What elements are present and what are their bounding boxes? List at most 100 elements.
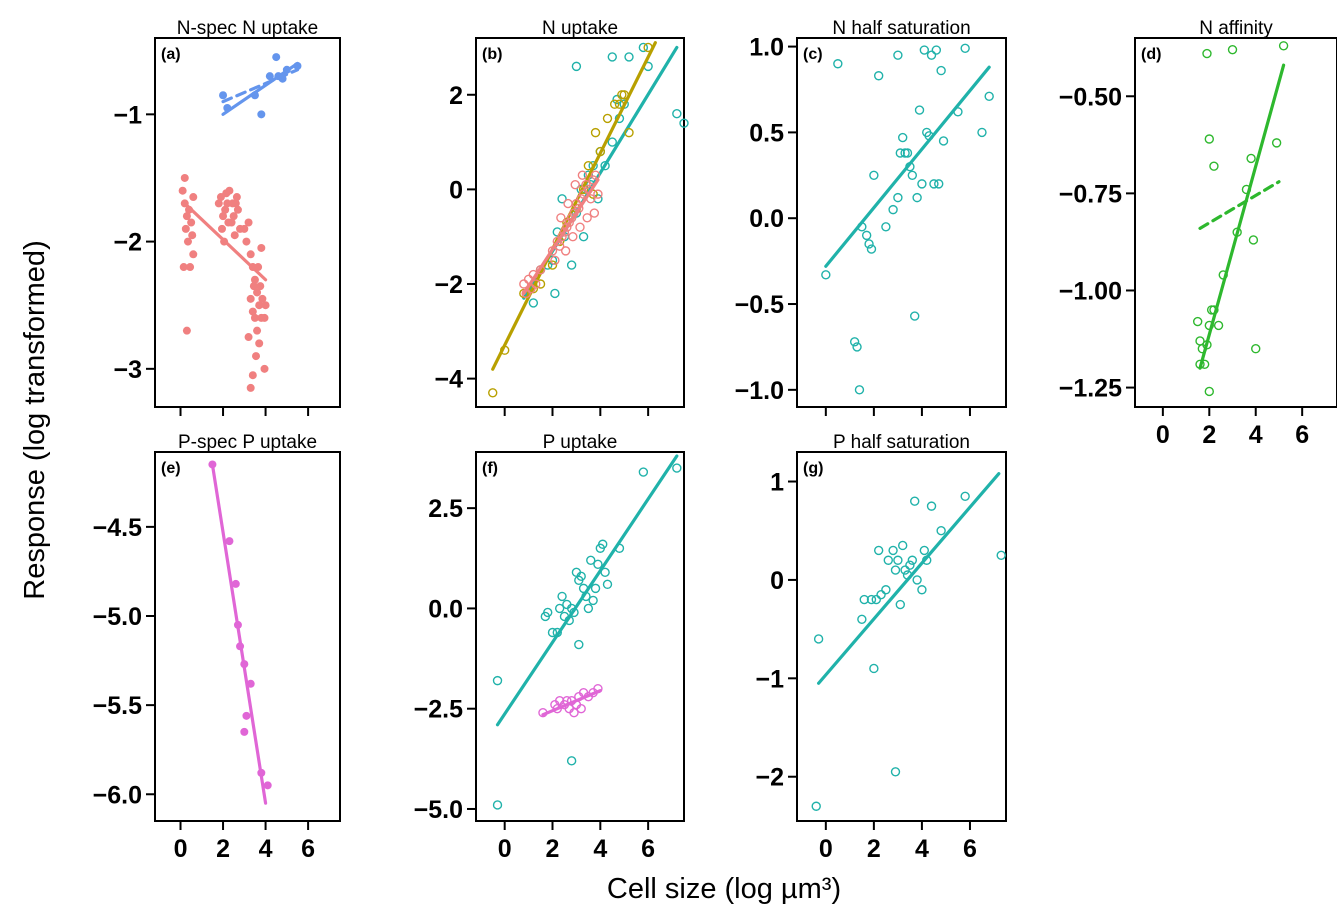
panel-d-xtick-label: 6 bbox=[1295, 421, 1309, 449]
data-point bbox=[258, 294, 267, 303]
data-point bbox=[907, 555, 918, 565]
data-point bbox=[852, 342, 862, 352]
data-point bbox=[230, 231, 239, 240]
data-point bbox=[250, 275, 259, 284]
panel-g-xtick-label: 0 bbox=[819, 835, 833, 863]
data-point bbox=[178, 186, 187, 195]
data-point bbox=[890, 767, 901, 777]
data-point bbox=[907, 170, 918, 181]
data-point bbox=[833, 59, 843, 69]
data-point bbox=[488, 388, 498, 398]
panel-f-series-magenta bbox=[538, 683, 603, 718]
panel-d-frame bbox=[1134, 37, 1337, 408]
panel-a-ytick-label: −1 bbox=[113, 101, 142, 129]
data-point bbox=[811, 801, 821, 811]
data-point bbox=[180, 173, 189, 182]
data-point bbox=[246, 250, 255, 259]
data-point bbox=[246, 383, 255, 392]
panel-e-xtick-label: 4 bbox=[259, 835, 273, 863]
data-point bbox=[1192, 316, 1203, 327]
panel-b-letter: (b) bbox=[482, 46, 502, 63]
data-point bbox=[598, 539, 608, 549]
data-point bbox=[183, 237, 192, 246]
data-point bbox=[574, 203, 584, 214]
data-point bbox=[609, 99, 620, 109]
panel-f-letter: (f) bbox=[482, 460, 498, 477]
panel-a-series-salmon bbox=[178, 173, 270, 392]
data-point bbox=[222, 189, 231, 198]
fit-line bbox=[522, 178, 600, 296]
panel-f-ytick-label: −5.0 bbox=[414, 796, 463, 824]
data-point bbox=[638, 467, 649, 477]
data-point bbox=[602, 579, 613, 590]
fit-line bbox=[495, 454, 679, 727]
panel-d-ytick-label: −0.75 bbox=[1059, 180, 1122, 208]
panel-d-ytick-label: −1.00 bbox=[1059, 277, 1122, 305]
data-point bbox=[902, 148, 913, 158]
data-point bbox=[929, 179, 939, 189]
data-point bbox=[583, 603, 594, 614]
panel-c-letter: (c) bbox=[803, 46, 823, 63]
panel-e-ytick-label: −5.0 bbox=[93, 603, 142, 631]
data-point bbox=[1213, 320, 1224, 331]
data-point bbox=[936, 65, 946, 76]
panel-f-xtick-label: 6 bbox=[641, 835, 655, 863]
panel-g-ytick-label: −2 bbox=[755, 764, 784, 792]
data-point bbox=[181, 224, 190, 233]
panel-f: P uptake (f) −5.0 −2.5 0.0 2.5 0 2 4 6 bbox=[414, 432, 685, 863]
dashed-fit-line bbox=[1198, 180, 1281, 230]
panel-f-xtick-label: 4 bbox=[593, 835, 607, 863]
panel-g-xtick-label: 2 bbox=[867, 835, 881, 863]
data-point bbox=[919, 545, 930, 556]
data-point bbox=[672, 463, 682, 473]
panel-g-xtick-label: 4 bbox=[915, 835, 929, 863]
data-point bbox=[250, 313, 259, 322]
data-point bbox=[813, 634, 824, 644]
panel-c-ytick-label: 0.0 bbox=[749, 205, 784, 233]
panel-c-ytick-label: 0.5 bbox=[749, 119, 784, 147]
panel-d: N affinity (d) −1.25 −1.00 −0.75 −0.50 0 2 4 6 bbox=[1059, 18, 1337, 449]
data-point bbox=[571, 61, 582, 72]
data-point bbox=[214, 199, 223, 208]
panel-b-ytick-label: −4 bbox=[434, 366, 463, 394]
data-point bbox=[821, 270, 831, 280]
panel-f-xtick-label: 0 bbox=[498, 835, 512, 863]
panel-a-ytick-label: −3 bbox=[113, 356, 142, 384]
data-point bbox=[578, 231, 589, 242]
data-point bbox=[919, 45, 930, 55]
data-point bbox=[557, 591, 567, 602]
data-point bbox=[255, 339, 264, 348]
data-point bbox=[253, 288, 262, 297]
fit-line bbox=[491, 41, 657, 371]
fit-line bbox=[817, 472, 1001, 685]
data-point bbox=[1248, 235, 1259, 245]
data-point bbox=[984, 91, 994, 102]
panel-e: P-spec P uptake (e) −6.0 −5.5 −5.0 −4.5 0 2 4 6 bbox=[93, 432, 341, 863]
data-point bbox=[910, 311, 920, 321]
panel-b-series-salmon bbox=[519, 170, 603, 299]
data-point bbox=[248, 371, 257, 380]
data-point bbox=[900, 565, 910, 575]
data-point bbox=[559, 227, 570, 237]
data-point bbox=[593, 194, 603, 204]
data-point bbox=[936, 526, 946, 536]
data-point bbox=[581, 179, 591, 190]
panel-f-title: P uptake bbox=[543, 432, 618, 453]
data-point bbox=[910, 496, 920, 506]
panel-g-ytick-label: −1 bbox=[755, 665, 784, 693]
data-point bbox=[1271, 138, 1282, 148]
data-point bbox=[873, 71, 884, 81]
data-point bbox=[255, 301, 264, 310]
data-point bbox=[590, 127, 601, 138]
data-point bbox=[272, 53, 281, 62]
panel-c-ytick-label: −0.5 bbox=[735, 291, 784, 319]
dashed-fit-line bbox=[221, 68, 300, 104]
data-point bbox=[187, 218, 196, 227]
data-point bbox=[883, 555, 893, 565]
data-point bbox=[570, 179, 580, 190]
data-point bbox=[562, 222, 572, 232]
panel-d-series-green bbox=[1192, 41, 1289, 397]
data-point bbox=[881, 222, 891, 232]
panel-b: N uptake (b) −4 −2 0 2 bbox=[434, 18, 689, 416]
data-point bbox=[888, 545, 898, 556]
